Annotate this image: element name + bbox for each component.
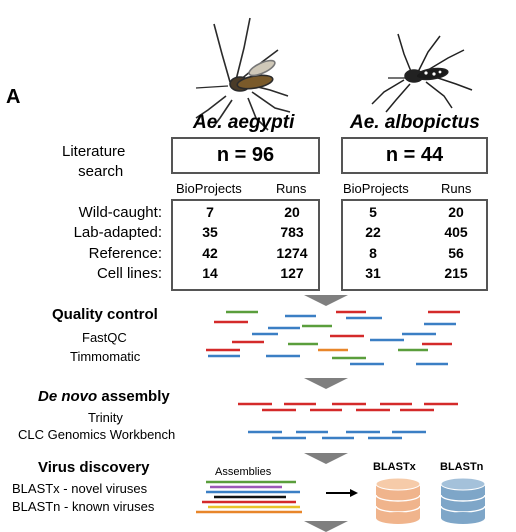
assembly-step-title: De novo assembly [38,388,170,405]
blastn-database-icon [440,477,486,524]
cell-value: 42 [202,245,218,261]
cell-value: 31 [365,265,381,281]
panel-label: A [6,86,21,108]
virus-step-title: Virus discovery [38,459,150,476]
table-box-aegypti [171,199,320,291]
down-arrow-icon [304,295,348,306]
column-header-bioprojects: BioProjects [343,181,409,196]
cell-value: 20 [448,204,464,220]
cell-value: 783 [280,224,304,240]
row-label: Wild-caught: [78,204,162,221]
cell-value: 56 [448,245,464,261]
virus-tool: BLASTx - novel viruses [12,481,148,496]
row-label: Cell lines: [96,265,162,282]
blastx-label: BLASTx [373,461,416,473]
cell-value: 22 [365,224,381,240]
qc-step-title: Quality control [52,306,158,323]
cell-value: 14 [202,265,218,281]
column-header-runs: Runs [441,181,472,196]
aedes-aegypti-illustration [195,17,291,131]
assemblies-label: Assemblies [215,466,272,478]
count-box-albopictus: n = 44 [341,137,488,174]
row-label: Lab-adapted: [73,224,162,241]
species-name-albopictus: Ae. albopictus [350,112,480,133]
qc-tool: FastQC [82,330,127,345]
down-arrow-icon [304,453,348,464]
assembly-tool: Trinity [88,410,123,425]
assembly-tool: CLC Genomics Workbench [18,427,176,442]
cell-value: 7 [206,204,214,220]
row-label: Reference: [88,245,162,262]
cell-value: 127 [280,265,304,281]
literature-search-label: Literature search [62,143,126,180]
cell-value: 215 [444,265,468,281]
count-box-aegypti: n = 96 [171,137,320,174]
blastn-label: BLASTn [440,461,484,473]
qc-reads [206,310,460,366]
column-header-bioprojects: BioProjects [176,181,242,196]
cell-value: 1274 [276,245,308,261]
table-box-albopictus [341,199,488,291]
assemblies-bundle [196,480,302,514]
cell-value: 8 [369,245,377,261]
assembly-reads [238,402,458,440]
right-arrow-icon [326,489,358,497]
cell-value: 20 [284,204,300,220]
down-arrow-icon [304,378,348,389]
species-name-aegypti: Ae. aegypti [193,112,295,133]
down-arrow-icon [304,521,348,532]
cell-value: 35 [202,224,218,240]
cell-value: 5 [369,204,377,220]
aedes-albopictus-illustration [371,33,473,113]
column-header-runs: Runs [276,181,307,196]
virus-tool: BLASTn - known viruses [12,499,155,514]
blastx-database-icon [375,477,421,524]
qc-tool: Timmomatic [70,349,141,364]
cell-value: 405 [444,224,468,240]
